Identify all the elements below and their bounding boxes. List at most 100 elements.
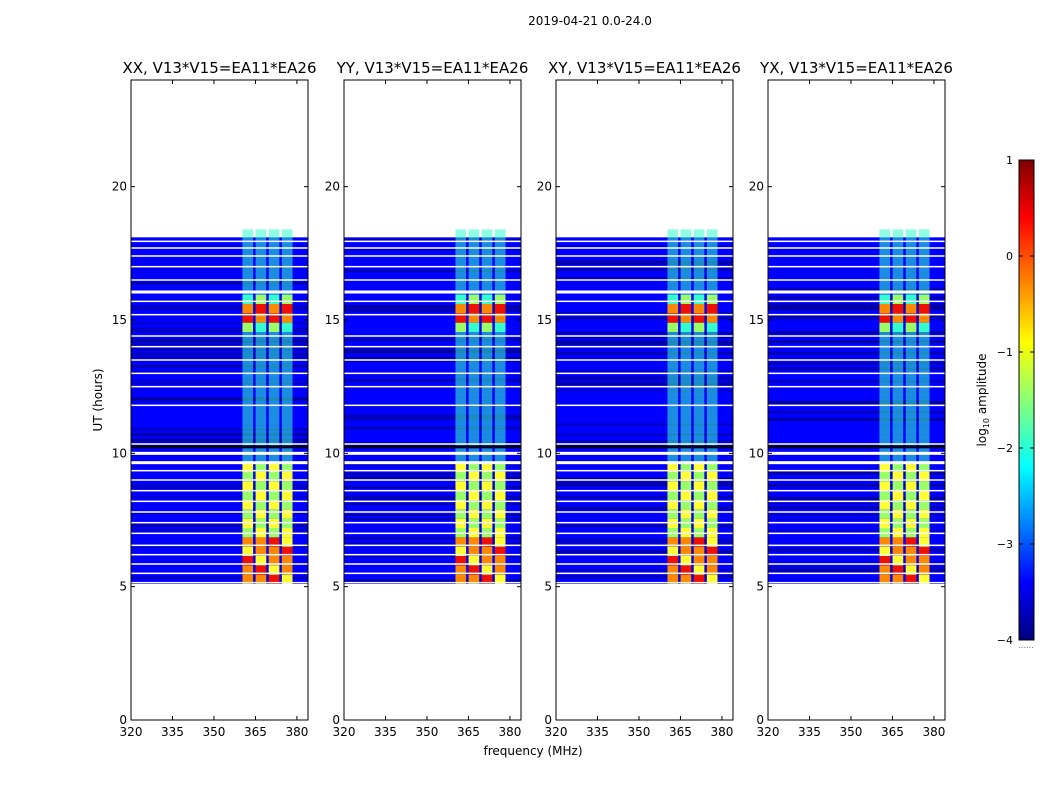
rfi-cell: [255, 406, 267, 416]
rfi-cell: [268, 453, 280, 463]
rfi-cell: [281, 378, 293, 388]
axes-frame: [343, 79, 522, 721]
rfi-cell: [455, 453, 467, 463]
noise-streak: [131, 364, 308, 368]
rfi-cell: [879, 574, 891, 584]
rfi-cell: [468, 322, 480, 332]
noise-streak: [768, 307, 945, 309]
rfi-cell: [879, 462, 891, 472]
rfi-cell: [242, 434, 254, 444]
rfi-cell: [706, 537, 718, 547]
noise-streak: [768, 470, 945, 473]
rfi-cell: [905, 238, 917, 248]
rfi-cell: [468, 257, 480, 267]
flagged-row: [768, 345, 945, 348]
rfi-cell: [693, 238, 705, 248]
rfi-cell: [468, 378, 480, 388]
noise-streak: [556, 505, 733, 508]
noise-streak: [131, 379, 308, 381]
rfi-cell: [281, 434, 293, 444]
noise-streak: [768, 471, 945, 475]
noise-streak: [556, 370, 733, 373]
noise-streak: [131, 432, 308, 436]
rfi-cell: [879, 360, 891, 370]
flagged-row: [768, 290, 945, 294]
flagged-row: [131, 511, 308, 513]
flagged-row: [556, 335, 733, 337]
x-tick-label: 380: [710, 725, 733, 739]
flagged-row: [556, 500, 733, 503]
noise-streak: [556, 541, 733, 544]
rfi-cell: [242, 509, 254, 519]
rfi-cell: [255, 266, 267, 276]
rfi-cell: [268, 304, 280, 314]
rfi-cell: [667, 266, 679, 276]
rfi-cell: [481, 472, 493, 482]
noise-streak: [556, 423, 733, 426]
flagged-row: [768, 451, 945, 455]
rfi-cell: [892, 294, 904, 304]
rfi-cell: [242, 444, 254, 454]
rfi-cell: [918, 472, 930, 482]
heatmap-data-region: [344, 237, 521, 585]
rfi-cell: [918, 481, 930, 491]
rfi-cell: [481, 248, 493, 258]
rfi-cell: [667, 481, 679, 491]
rfi-cell: [693, 360, 705, 370]
rfi-cell: [680, 322, 692, 332]
rfi-cell: [918, 360, 930, 370]
rfi-cell: [481, 229, 493, 239]
flagged-row: [556, 345, 733, 348]
rfi-cell: [918, 453, 930, 463]
rfi-cell: [879, 556, 891, 566]
rfi-cell: [693, 397, 705, 407]
rfi-cell: [468, 444, 480, 454]
rfi-cell: [281, 238, 293, 248]
rfi-cell: [468, 285, 480, 295]
noise-streak: [344, 486, 521, 489]
flagged-row: [131, 445, 308, 449]
rfi-cell: [693, 500, 705, 510]
rfi-cell: [494, 481, 506, 491]
rfi-cell: [281, 444, 293, 454]
x-tick-label: 365: [669, 725, 692, 739]
rfi-cell: [892, 537, 904, 547]
rfi-cell: [455, 574, 467, 584]
rfi-cell: [268, 416, 280, 426]
noise-streak: [556, 433, 733, 436]
rfi-cell: [892, 565, 904, 575]
rfi-cell: [468, 462, 480, 472]
rfi-cell: [693, 257, 705, 267]
rfi-cell: [706, 490, 718, 500]
x-tick-label: 320: [757, 725, 780, 739]
rfi-cell: [255, 537, 267, 547]
rfi-cell: [918, 406, 930, 416]
rfi-cell: [242, 294, 254, 304]
colorbar-label: log10 amplitude: [975, 354, 991, 447]
flagged-row: [768, 240, 945, 243]
rfi-cell: [242, 537, 254, 547]
rfi-cell: [494, 350, 506, 360]
rfi-cell: [481, 266, 493, 276]
noise-streak: [344, 472, 521, 476]
rfi-cell: [680, 546, 692, 556]
noise-streak: [768, 351, 945, 355]
y-tick-label: 10: [112, 446, 127, 460]
noise-streak: [344, 359, 521, 363]
rfi-cell: [455, 360, 467, 370]
rfi-cell: [268, 350, 280, 360]
rfi-cell: [892, 509, 904, 519]
rfi-cell: [918, 350, 930, 360]
noise-streak: [344, 464, 521, 466]
rfi-cell: [693, 378, 705, 388]
flagged-row: [131, 265, 308, 268]
flagged-row: [768, 563, 945, 565]
flagged-row: [556, 489, 733, 492]
x-tick-label: 335: [374, 725, 397, 739]
rfi-cell: [693, 574, 705, 584]
rfi-cell: [918, 248, 930, 258]
rfi-cell: [905, 248, 917, 258]
rfi-cell: [455, 565, 467, 575]
flagged-row: [768, 461, 945, 465]
rfi-cell: [481, 416, 493, 426]
